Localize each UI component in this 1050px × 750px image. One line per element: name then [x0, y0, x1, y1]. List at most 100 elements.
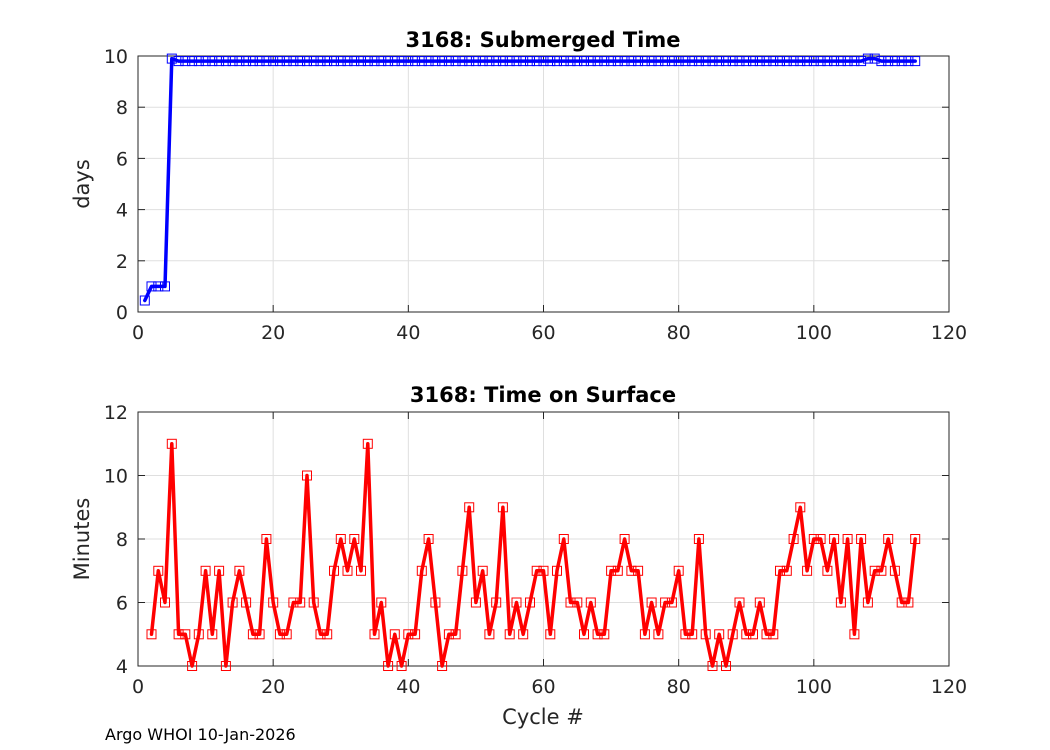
data-point [295, 597, 306, 608]
data-point [538, 56, 549, 67]
data-point [376, 56, 387, 67]
data-point [268, 597, 279, 608]
data-point [173, 629, 184, 640]
data-point [612, 56, 623, 67]
data-point [342, 56, 353, 67]
y-tick-label: 8 [116, 97, 128, 119]
data-point [727, 56, 738, 67]
data-point [869, 53, 880, 64]
data-point [660, 56, 671, 67]
y-tick-label: 4 [116, 656, 128, 678]
data-point [457, 56, 468, 67]
data-point [369, 629, 380, 640]
data-point [592, 56, 603, 67]
chart-title: 3168: Time on Surface [410, 383, 676, 407]
data-point [383, 56, 394, 67]
data-point [410, 56, 421, 67]
data-point [274, 56, 285, 67]
data-point [856, 534, 867, 544]
data-point [308, 597, 319, 608]
data-point [187, 56, 198, 67]
data-point [410, 629, 421, 640]
data-point [687, 56, 698, 67]
data-point [639, 56, 650, 67]
data-point [829, 56, 840, 67]
data-point [288, 56, 299, 67]
data-point [295, 56, 306, 67]
data-point [558, 534, 569, 544]
data-point [497, 56, 508, 67]
y-tick-label: 6 [116, 148, 128, 170]
data-point [680, 56, 691, 67]
data-point [903, 56, 914, 67]
data-point [795, 502, 806, 513]
data-point [687, 629, 698, 640]
data-point [281, 56, 292, 67]
axes-box [137, 55, 950, 313]
y-axis-label: Minutes [70, 498, 94, 581]
data-point [585, 56, 596, 67]
data-point [680, 629, 691, 640]
data-point [518, 629, 529, 640]
y-tick-label: 12 [104, 402, 128, 424]
data-point [876, 56, 887, 67]
data-point [802, 56, 813, 67]
data-point [639, 629, 650, 640]
data-point [227, 597, 238, 608]
x-tick-label: 0 [132, 676, 144, 698]
data-point [193, 56, 204, 67]
data-point [815, 56, 826, 67]
data-point [261, 56, 272, 67]
data-point [464, 56, 475, 67]
data-point [835, 56, 846, 67]
data-point [700, 56, 711, 67]
data-point [835, 597, 846, 608]
data-point [443, 629, 454, 640]
data-point [464, 502, 475, 513]
data-point [153, 281, 164, 292]
data-point [518, 56, 529, 67]
y-tick-label: 10 [104, 466, 128, 488]
data-point [180, 629, 191, 640]
data-point [849, 629, 860, 640]
data-point [849, 56, 860, 67]
data-point [781, 565, 792, 576]
data-point [619, 56, 630, 67]
data-point [302, 56, 312, 67]
data-point [254, 629, 265, 640]
data-point [761, 56, 772, 67]
data-point [633, 56, 644, 67]
data-point [572, 56, 583, 67]
data-point [396, 56, 407, 67]
data-point [693, 534, 704, 544]
data-point [889, 56, 900, 67]
data-point [477, 565, 488, 576]
data-point [281, 629, 292, 640]
data-point [274, 629, 285, 640]
data-point [173, 56, 184, 67]
y-tick-label: 10 [104, 46, 128, 68]
x-tick-label: 60 [531, 676, 555, 698]
data-point [721, 56, 731, 67]
data-point [457, 565, 468, 576]
data-point [139, 295, 150, 306]
x-axis-label: Cycle # [502, 705, 584, 729]
data-point [288, 597, 299, 608]
data-point [241, 597, 252, 608]
data-point [430, 56, 441, 67]
data-point [653, 629, 664, 640]
data-point [700, 629, 711, 640]
data-point [247, 629, 258, 640]
data-point [653, 56, 664, 67]
data-point [146, 281, 157, 292]
data-point [896, 56, 907, 67]
data-point [761, 629, 772, 640]
data-point [599, 56, 610, 67]
data-point [491, 56, 502, 67]
x-tick-label: 40 [396, 676, 420, 698]
data-point [207, 56, 218, 67]
chart-time-on-surface: 3168: Time on Surface Minutes Cycle # 0 2… [70, 383, 967, 729]
data-point [268, 56, 279, 67]
data-point [220, 56, 231, 67]
data-point [362, 438, 373, 449]
